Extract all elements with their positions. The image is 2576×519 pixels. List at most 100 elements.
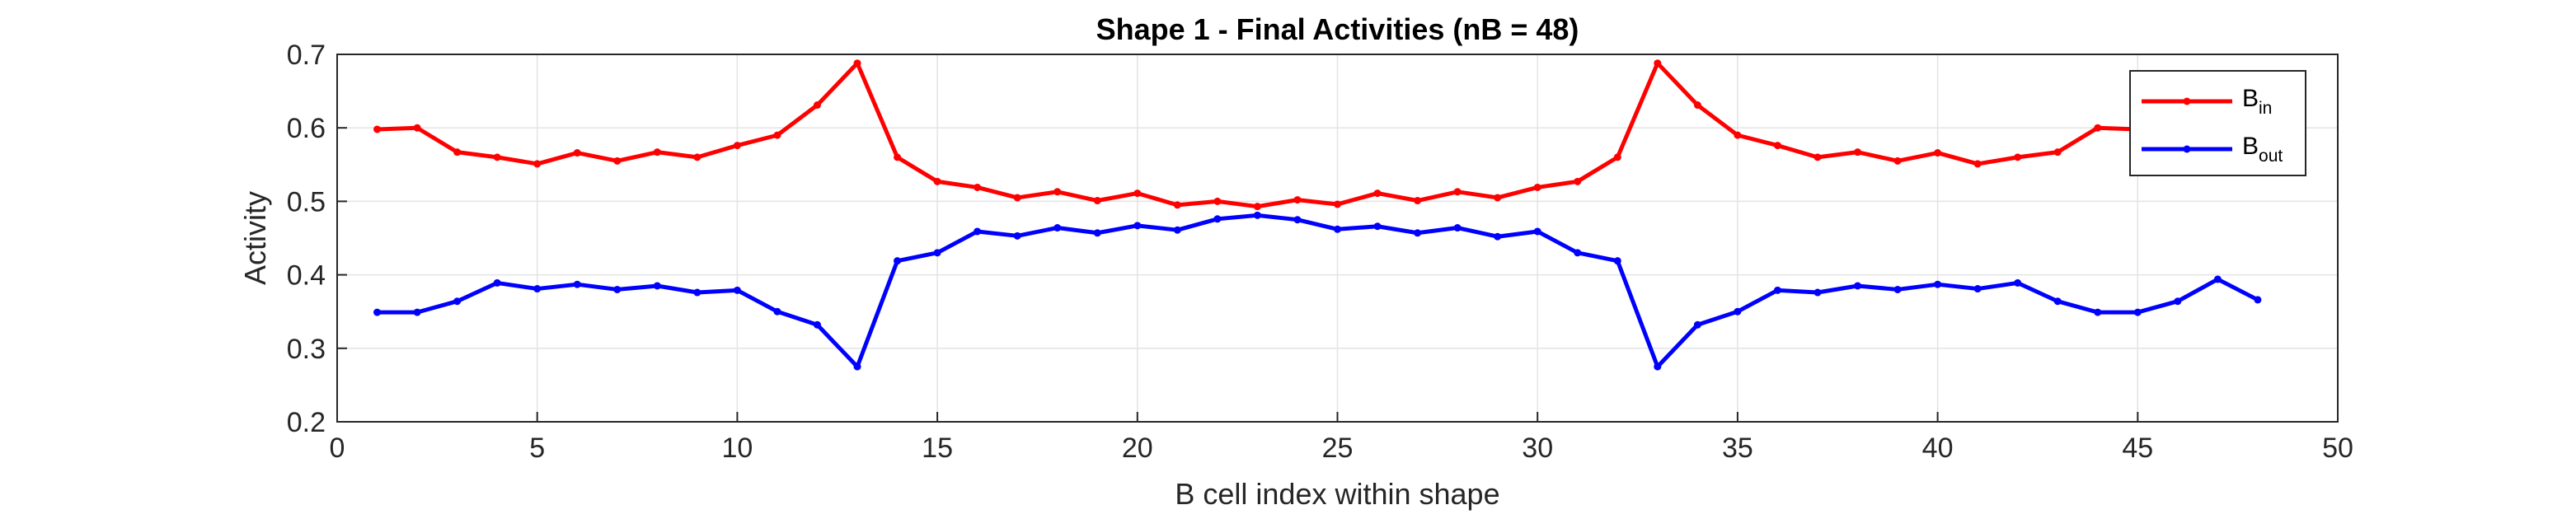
data-point	[1734, 131, 1742, 139]
legend-items: Bin Bout	[2142, 85, 2283, 166]
data-point	[2174, 297, 2182, 306]
data-point	[1293, 216, 1302, 224]
data-point	[1773, 286, 1781, 294]
data-point	[1574, 249, 1582, 257]
data-point	[1854, 282, 1862, 290]
y-tick-label: 0.5	[287, 186, 326, 217]
legend-item: Bin	[2142, 85, 2272, 118]
data-point	[1734, 307, 1742, 316]
data-point	[1213, 215, 1222, 223]
data-point	[1453, 188, 1462, 196]
data-point	[1654, 59, 1662, 68]
data-point	[2213, 275, 2222, 283]
data-point	[2014, 278, 2022, 287]
x-tick-label: 50	[2322, 432, 2353, 464]
data-point	[1293, 196, 1302, 204]
data-point	[1373, 222, 1382, 231]
x-axis-label: B cell index within shape	[1175, 477, 1499, 511]
data-point	[1414, 229, 1422, 237]
data-point	[573, 280, 581, 288]
data-point	[1533, 227, 1541, 236]
data-point	[1693, 320, 1701, 329]
legend-item: Bout	[2142, 133, 2283, 166]
data-point	[1934, 280, 1942, 288]
data-point	[733, 142, 741, 150]
data-point	[1173, 201, 1181, 209]
data-point	[2014, 153, 2022, 161]
x-tick-label: 40	[1922, 432, 1954, 464]
data-point	[974, 183, 982, 191]
data-point	[1414, 197, 1422, 205]
data-point	[1173, 226, 1181, 234]
data-point	[493, 153, 501, 161]
y-tick-label: 0.4	[287, 260, 326, 292]
x-tick-label: 5	[529, 432, 545, 464]
data-point	[373, 125, 382, 133]
data-point	[1334, 200, 1341, 208]
data-point	[2254, 296, 2262, 304]
data-point	[1613, 257, 1621, 265]
data-point	[1574, 177, 1582, 185]
data-point	[2053, 148, 2062, 157]
data-point	[653, 148, 661, 157]
series-group	[373, 59, 2262, 371]
axis-ticks: 0 5 10 15 20 25 30 35 40 45 50 0.2 0.3 0.4 0.5 0.6 0.7	[287, 40, 2353, 464]
data-point	[533, 285, 542, 293]
data-point	[813, 320, 821, 329]
legend-label: Bin	[2242, 85, 2272, 118]
data-point	[1773, 142, 1781, 150]
data-point	[413, 308, 421, 316]
data-point	[1093, 229, 1101, 237]
data-point	[1253, 211, 1261, 219]
data-point	[1893, 285, 1902, 293]
x-tick-label: 30	[1522, 432, 1553, 464]
data-point	[1814, 288, 1822, 297]
x-tick-label: 20	[1122, 432, 1153, 464]
data-point	[453, 297, 462, 306]
grid	[336, 54, 2339, 423]
series-bin	[373, 59, 2262, 211]
x-tick-label: 25	[1322, 432, 1354, 464]
data-point	[1494, 194, 1502, 202]
data-point	[933, 177, 941, 185]
y-tick-label: 0.2	[287, 407, 326, 438]
data-point	[693, 153, 701, 161]
data-point	[773, 307, 781, 316]
data-point	[2133, 308, 2142, 316]
data-point	[573, 149, 581, 157]
data-point	[2053, 297, 2062, 306]
x-tick-label: 0	[330, 432, 345, 464]
legend-label: Bout	[2242, 133, 2283, 166]
data-point	[1133, 222, 1142, 230]
legend-marker	[2183, 97, 2191, 105]
x-tick-label: 45	[2122, 432, 2153, 464]
data-point	[853, 362, 861, 371]
y-tick-label: 0.7	[287, 40, 326, 71]
data-point	[1453, 224, 1462, 232]
data-point	[1093, 197, 1101, 205]
data-point	[1973, 285, 1982, 293]
series-bout	[373, 211, 2262, 371]
legend-marker	[2183, 145, 2191, 153]
data-point	[453, 148, 462, 157]
data-point	[1053, 224, 1062, 232]
data-point	[1654, 362, 1662, 371]
data-point	[1494, 232, 1502, 241]
data-point	[933, 249, 941, 257]
data-point	[1013, 194, 1021, 202]
data-point	[2094, 124, 2102, 132]
data-point	[533, 160, 542, 168]
data-point	[894, 153, 902, 161]
legend-box	[2129, 70, 2306, 176]
data-point	[1533, 183, 1541, 191]
data-point	[1613, 153, 1621, 161]
y-tick-label: 0.3	[287, 334, 326, 365]
data-point	[1013, 231, 1021, 240]
data-point	[1693, 101, 1701, 110]
x-tick-label: 10	[721, 432, 753, 464]
data-point	[613, 157, 622, 165]
chart-title: Shape 1 - Final Activities (nB = 48)	[1096, 12, 1579, 46]
data-point	[1334, 225, 1341, 233]
